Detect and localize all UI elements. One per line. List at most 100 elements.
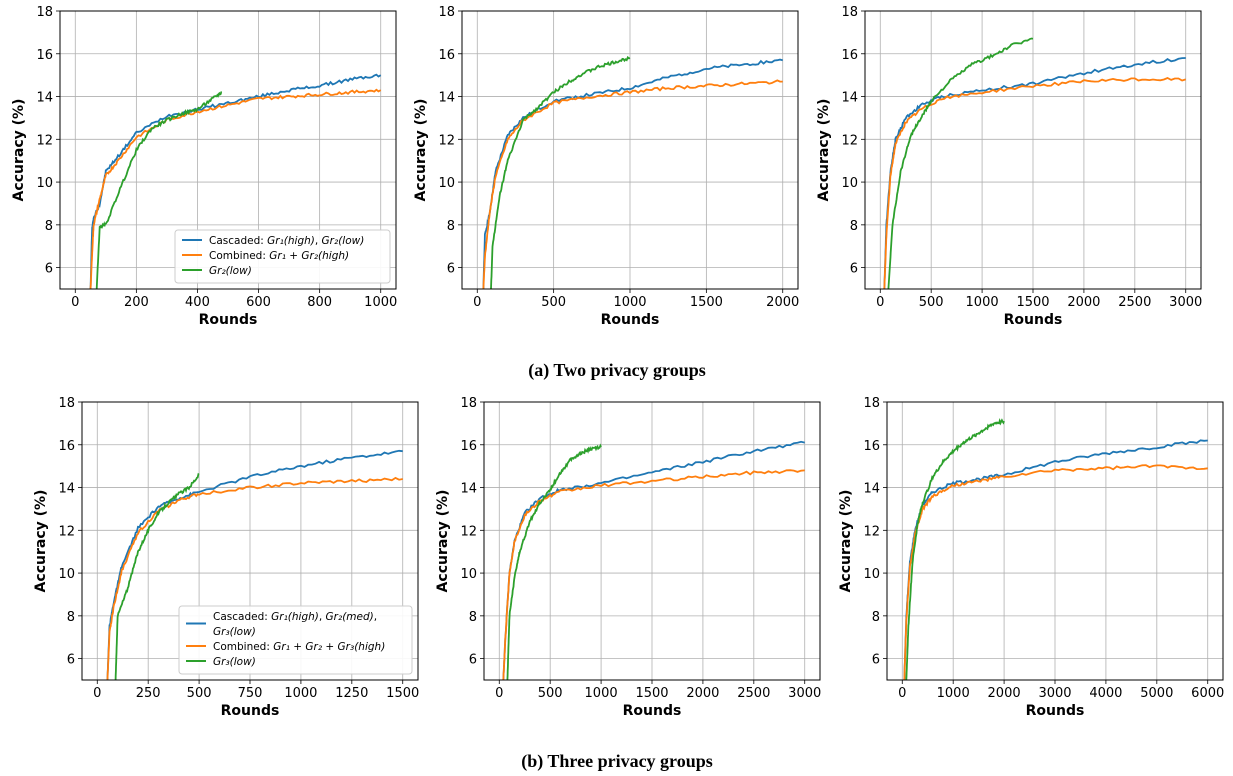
x-tick-label: 0 xyxy=(495,686,503,701)
chart-4: 0 250 500 750 1000 1250 1500 6 8 10 12 14 16 18 Rounds… xyxy=(33,396,419,719)
series-line-combined xyxy=(106,476,403,680)
x-tick-label: 3000 xyxy=(788,686,821,701)
x-axis-label: Rounds xyxy=(601,312,660,328)
plot-frame xyxy=(886,401,1224,681)
chart-1: 0 200 400 600 800 1000 6 8 10 12 14 16 18 Rounds Accur… xyxy=(11,5,397,328)
y-tick-label: 16 xyxy=(841,48,858,63)
y-tick-label: 14 xyxy=(58,482,75,497)
x-tick-label: 500 xyxy=(538,686,563,701)
x-tick-label: 1250 xyxy=(335,686,368,701)
y-tick-label: 12 xyxy=(460,524,477,539)
x-tick-label: 1500 xyxy=(386,686,419,701)
x-tick-label: 0 xyxy=(93,686,101,701)
legend-box xyxy=(178,605,413,675)
x-tick-label: 500 xyxy=(919,295,944,310)
plot-frame xyxy=(59,10,397,290)
y-tick-label: 14 xyxy=(841,91,858,106)
series-line-single xyxy=(114,472,200,680)
y-tick-label: 12 xyxy=(841,133,858,148)
y-axis-label: Accuracy (%) xyxy=(413,99,429,202)
legend-entry-single: Gr₂(low) xyxy=(209,265,252,277)
y-tick-label: 16 xyxy=(863,439,880,454)
plot-frame xyxy=(864,10,1202,290)
y-axis-label: Accuracy (%) xyxy=(816,99,832,202)
x-axis-label: Rounds xyxy=(1026,703,1085,719)
series-line-single xyxy=(506,443,602,680)
y-tick-label: 14 xyxy=(36,91,53,106)
chart-5: 0 500 1000 1500 2000 2500 3000 6 8 10 12 14 16 18 Roun… xyxy=(435,396,821,719)
y-tick-label: 12 xyxy=(438,133,455,148)
x-tick-label: 1000 xyxy=(364,295,397,310)
y-tick-label: 14 xyxy=(438,91,455,106)
x-tick-label: 800 xyxy=(307,295,332,310)
y-tick-label: 16 xyxy=(438,48,455,63)
chart-3: 0 500 1000 1500 2000 2500 3000 6 8 10 12 14 16 18 Roun… xyxy=(816,5,1202,328)
x-tick-label: 3000 xyxy=(1169,295,1202,310)
x-tick-label: 1000 xyxy=(937,686,970,701)
charts-layer: 0 200 400 600 800 1000681012141618RoundsAccur… xyxy=(11,5,1224,719)
series-line-combined xyxy=(482,79,783,289)
legend-entry-single: Gr₃(low) xyxy=(213,656,256,668)
x-tick-label: 1000 xyxy=(966,295,999,310)
y-tick-label: 18 xyxy=(438,5,455,20)
y-tick-label: 8 xyxy=(872,610,880,625)
y-tick-label: 10 xyxy=(36,176,53,191)
x-tick-label: 0 xyxy=(876,295,884,310)
y-tick-label: 18 xyxy=(460,396,477,411)
x-tick-label: 600 xyxy=(246,295,271,310)
x-axis-label: Rounds xyxy=(221,703,280,719)
x-tick-label: 500 xyxy=(187,686,212,701)
series-line-single xyxy=(887,37,1034,289)
series-line-cascaded xyxy=(883,57,1186,289)
series-line-single xyxy=(905,418,1005,680)
legend-entry-cascaded: Cascaded: Gr₁(high), Gr₂(med), xyxy=(213,611,377,623)
series-line-cascaded xyxy=(482,58,783,289)
y-tick-label: 10 xyxy=(58,567,75,582)
x-tick-label: 6000 xyxy=(1191,686,1224,701)
y-tick-label: 8 xyxy=(469,610,477,625)
y-tick-label: 10 xyxy=(863,567,880,582)
y-tick-label: 14 xyxy=(460,482,477,497)
x-tick-label: 2000 xyxy=(686,686,719,701)
y-tick-label: 6 xyxy=(872,653,880,668)
x-tick-label: 0 xyxy=(898,686,906,701)
legend: Cascaded: Gr₁(high), Gr₂(med), Gr₃(low) Co… xyxy=(178,605,413,675)
legend-box xyxy=(174,229,391,284)
caption-three-privacy-groups: (b) Three privacy groups xyxy=(521,751,713,772)
caption-two-privacy-groups: (a) Two privacy groups xyxy=(528,360,706,381)
y-tick-label: 14 xyxy=(863,482,880,497)
x-tick-label: 1000 xyxy=(585,686,618,701)
y-tick-label: 10 xyxy=(841,176,858,191)
legend-entry-cascaded: Cascaded: Gr₁(high), Gr₂(low) xyxy=(209,235,364,247)
x-tick-label: 1500 xyxy=(1016,295,1049,310)
y-tick-label: 6 xyxy=(469,653,477,668)
x-tick-label: 200 xyxy=(124,295,149,310)
y-tick-label: 16 xyxy=(460,439,477,454)
legend: Cascaded: Gr₁(high), Gr₂(low) Combined: G… xyxy=(174,229,391,284)
y-tick-label: 8 xyxy=(850,219,858,234)
x-axis-label: Rounds xyxy=(199,312,258,328)
x-tick-label: 2500 xyxy=(1118,295,1151,310)
y-tick-label: 8 xyxy=(447,219,455,234)
x-tick-label: 1000 xyxy=(284,686,317,701)
legend-entry-cascaded: Gr₃(low) xyxy=(213,626,256,638)
series-line-cascaded xyxy=(502,440,805,680)
y-tick-label: 10 xyxy=(438,176,455,191)
x-tick-label: 4000 xyxy=(1089,686,1122,701)
x-tick-label: 400 xyxy=(185,295,210,310)
plot-frame xyxy=(461,10,799,290)
x-tick-label: 250 xyxy=(136,686,161,701)
x-tick-label: 1500 xyxy=(690,295,723,310)
y-axis-label: Accuracy (%) xyxy=(11,99,27,202)
x-tick-label: 2000 xyxy=(766,295,799,310)
x-tick-label: 2000 xyxy=(988,686,1021,701)
y-tick-label: 16 xyxy=(58,439,75,454)
y-tick-label: 6 xyxy=(45,262,53,277)
x-tick-label: 750 xyxy=(238,686,263,701)
y-tick-label: 10 xyxy=(460,567,477,582)
y-tick-label: 18 xyxy=(36,5,53,20)
x-tick-label: 0 xyxy=(71,295,79,310)
series-line-cascaded xyxy=(903,439,1208,680)
y-tick-label: 16 xyxy=(36,48,53,63)
